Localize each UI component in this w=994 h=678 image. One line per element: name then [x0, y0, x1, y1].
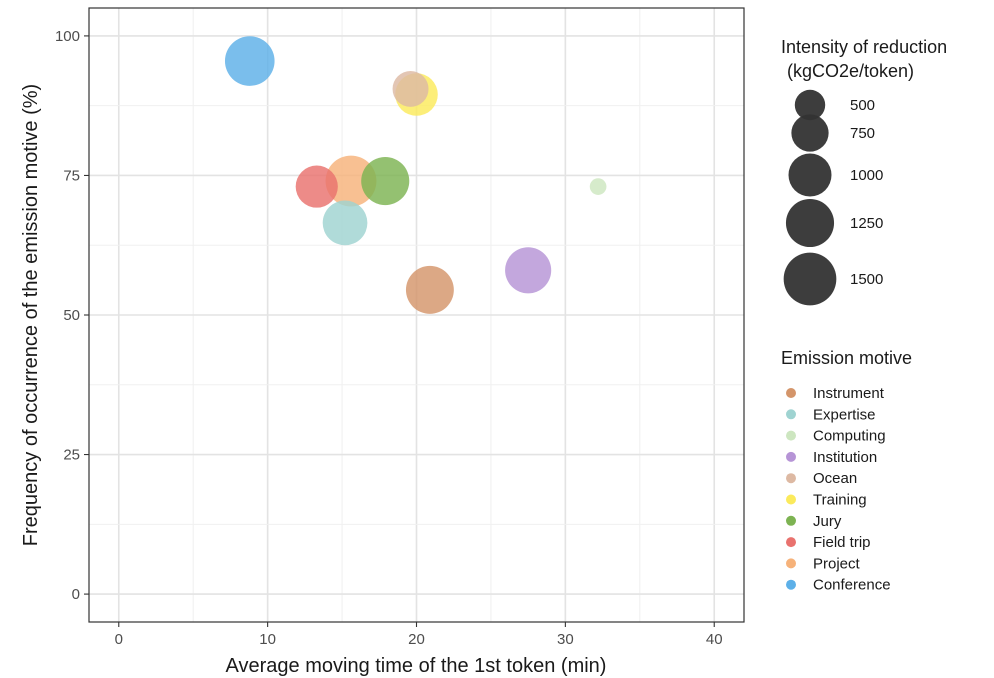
data-point-ocean: [392, 70, 429, 107]
color-legend-label: Conference: [813, 577, 891, 594]
y-tick-label: 75: [63, 167, 80, 184]
color-legend-key: [786, 451, 796, 462]
color-legend: Emission motive Instrument Expertise Compu…: [781, 348, 912, 594]
data-point-expertise: [322, 200, 368, 246]
x-tick-label: 0: [115, 631, 123, 648]
size-legend-key: [788, 153, 832, 197]
color-legend-key: [786, 430, 796, 441]
size-legend-label: 1250: [850, 215, 883, 232]
data-point-jury: [361, 156, 410, 206]
size-legend-key: [785, 198, 835, 248]
color-legend-key: [786, 579, 796, 590]
data-point-conference: [224, 36, 275, 86]
color-legend-label: Ocean: [813, 470, 857, 487]
size-legend-label: 500: [850, 97, 875, 114]
x-axis-label: Average moving time of the 1st token (mi…: [226, 655, 607, 677]
data-point-project: [325, 155, 377, 207]
size-legend: Intensity of reduction (kgCO2e/token) 50…: [781, 37, 947, 306]
size-legend-key: [794, 89, 826, 121]
data-point-instrument: [405, 265, 454, 314]
y-tick-label: 25: [63, 447, 80, 464]
color-legend-label: Computing: [813, 428, 886, 445]
color-legend-key: [786, 537, 796, 548]
size-legend-label: 1000: [850, 167, 883, 184]
color-legend-key: [786, 409, 796, 420]
color-legend-label: Institution: [813, 449, 877, 466]
color-legend-key: [786, 494, 796, 505]
color-legend-key: [786, 515, 796, 526]
color-legend-key: [786, 388, 796, 398]
color-legend-label: Jury: [813, 513, 842, 530]
size-legend-key: [791, 114, 829, 152]
size-legend-key: [783, 252, 837, 306]
axis-ticks: 0 10 20 30 40 0 25 50 75 100: [55, 28, 723, 648]
color-legend-label: Training: [813, 492, 867, 509]
color-legend-key: [786, 473, 796, 484]
data-point-institution: [505, 247, 552, 294]
color-legend-title: Emission motive: [781, 348, 912, 368]
size-legend-label: 1500: [850, 271, 883, 288]
x-tick-label: 10: [259, 631, 276, 648]
y-tick-label: 50: [63, 307, 80, 324]
y-tick-label: 0: [72, 586, 80, 603]
y-axis-label: Frequency of occurrence of the emission …: [20, 84, 42, 546]
color-legend-label: Instrument: [813, 385, 885, 402]
size-legend-label: 750: [850, 125, 875, 142]
data-point-computing: [589, 178, 607, 195]
color-legend-label: Project: [813, 555, 861, 572]
color-legend-label: Expertise: [813, 406, 876, 423]
size-legend-title-line2: (kgCO2e/token): [787, 61, 914, 81]
x-tick-label: 30: [557, 631, 574, 648]
x-tick-label: 40: [706, 631, 723, 648]
y-tick-label: 100: [55, 28, 80, 45]
data-points: [224, 36, 607, 314]
x-tick-label: 20: [408, 631, 425, 648]
color-legend-key: [786, 558, 796, 569]
size-legend-title-line1: Intensity of reduction: [781, 37, 947, 57]
data-point-field-trip: [295, 165, 338, 208]
color-legend-label: Field trip: [813, 534, 871, 551]
